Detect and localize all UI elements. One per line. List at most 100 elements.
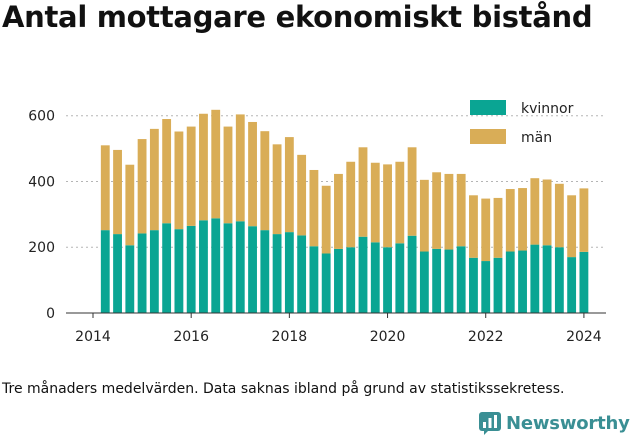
bar-kvinnor — [395, 243, 405, 313]
x-tick-label: 2014 — [75, 329, 111, 345]
bar-man — [137, 139, 147, 234]
bar-kvinnor — [456, 246, 466, 313]
legend-label-man: män — [521, 130, 552, 146]
bar-kvinnor — [567, 257, 577, 313]
x-tick-label: 2018 — [272, 329, 308, 345]
bar-kvinnor — [162, 223, 172, 313]
bar-kvinnor — [260, 230, 270, 313]
bar-man — [567, 195, 577, 258]
bar-man — [235, 114, 245, 222]
bar-kvinnor — [235, 221, 245, 313]
bar-kvinnor — [309, 246, 319, 313]
bar-man — [383, 164, 392, 248]
y-tick-label: 600 — [28, 109, 55, 125]
bar-man — [456, 173, 466, 247]
bar-man — [297, 154, 307, 236]
bar-kvinnor — [223, 223, 233, 313]
legend-swatch-kvinnor — [470, 100, 506, 115]
bar-man — [395, 161, 405, 244]
bar-man — [469, 195, 478, 258]
bar-series — [100, 109, 589, 313]
bar-man — [554, 183, 564, 248]
bar-man — [113, 149, 122, 235]
bar-man — [407, 147, 417, 236]
bar-man — [493, 197, 503, 258]
bar-kvinnor — [481, 261, 491, 313]
bar-kvinnor — [493, 257, 503, 313]
bar-kvinnor — [297, 235, 307, 313]
bar-man — [419, 179, 429, 252]
bar-man — [223, 126, 233, 224]
bar-kvinnor — [199, 220, 208, 313]
bar-man — [248, 121, 257, 227]
bar-man — [505, 189, 515, 252]
y-tick-label: 200 — [28, 240, 55, 256]
bar-kvinnor — [100, 230, 110, 313]
bar-man — [334, 173, 343, 249]
bar-kvinnor — [334, 248, 343, 313]
bar-kvinnor — [419, 251, 429, 313]
bar-man — [199, 113, 208, 221]
bar-man — [272, 144, 282, 235]
y-tick-label: 0 — [46, 306, 55, 322]
bar-man — [518, 188, 527, 251]
chart-title: Antal mottagare ekonomiskt bistånd — [2, 0, 593, 34]
bar-kvinnor — [321, 253, 331, 313]
bar-man — [358, 147, 368, 237]
bar-man — [321, 185, 331, 254]
bar-man — [284, 137, 294, 233]
axes: 0 200 400 600 2014 2016 2018 2020 2022 2024 — [28, 109, 606, 345]
bar-man — [211, 109, 221, 219]
bar-kvinnor — [469, 257, 478, 313]
y-tick-label: 400 — [28, 174, 55, 190]
bar-man — [186, 126, 196, 226]
bar-kvinnor — [272, 234, 282, 313]
bar-man — [174, 131, 184, 230]
bar-kvinnor — [186, 225, 196, 313]
bar-man — [542, 179, 552, 246]
bar-kvinnor — [579, 251, 589, 313]
bar-kvinnor — [554, 247, 564, 313]
bar-man — [432, 172, 442, 249]
bar-man — [149, 128, 159, 231]
bar-man — [162, 119, 172, 224]
bar-man — [444, 173, 454, 250]
legend-swatch-man — [470, 129, 506, 144]
bar-man — [346, 161, 356, 248]
x-tick-label: 2022 — [468, 329, 504, 345]
bar-man — [579, 188, 589, 252]
bar-kvinnor — [284, 232, 294, 313]
bar-kvinnor — [432, 248, 442, 313]
bar-kvinnor — [370, 242, 380, 313]
stacked-bar-chart: 0 200 400 600 2014 2016 2018 2020 2022 2024 kvinn… — [28, 100, 606, 345]
bar-kvinnor — [542, 245, 552, 313]
bar-man — [125, 164, 135, 246]
bar-kvinnor — [211, 218, 221, 313]
bar-kvinnor — [248, 226, 257, 313]
bar-kvinnor — [113, 234, 122, 313]
footnote: Tre månaders medelvärden. Data saknas ib… — [2, 381, 565, 397]
bar-kvinnor — [358, 236, 368, 313]
bar-kvinnor — [149, 230, 159, 313]
bar-kvinnor — [505, 251, 515, 313]
bar-kvinnor — [174, 229, 184, 313]
bar-man — [260, 131, 270, 231]
bar-kvinnor — [346, 247, 356, 313]
bar-kvinnor — [407, 235, 417, 313]
x-tick-label: 2024 — [566, 329, 602, 345]
bar-kvinnor — [125, 245, 135, 313]
newsworthy-logo-icon — [479, 412, 501, 435]
bar-man — [370, 162, 380, 243]
bar-kvinnor — [383, 247, 392, 313]
bar-man — [481, 198, 491, 262]
brand-name: Newsworthy — [506, 412, 630, 434]
bar-kvinnor — [530, 244, 540, 313]
x-tick-label: 2016 — [173, 329, 209, 345]
legend: kvinnor män — [470, 100, 574, 146]
bar-kvinnor — [137, 233, 147, 313]
x-tick-label: 2020 — [370, 329, 406, 345]
brand-logo[interactable]: Newsworthy — [478, 408, 630, 438]
bar-man — [100, 145, 110, 231]
bar-man — [530, 178, 540, 245]
bar-man — [309, 169, 319, 247]
